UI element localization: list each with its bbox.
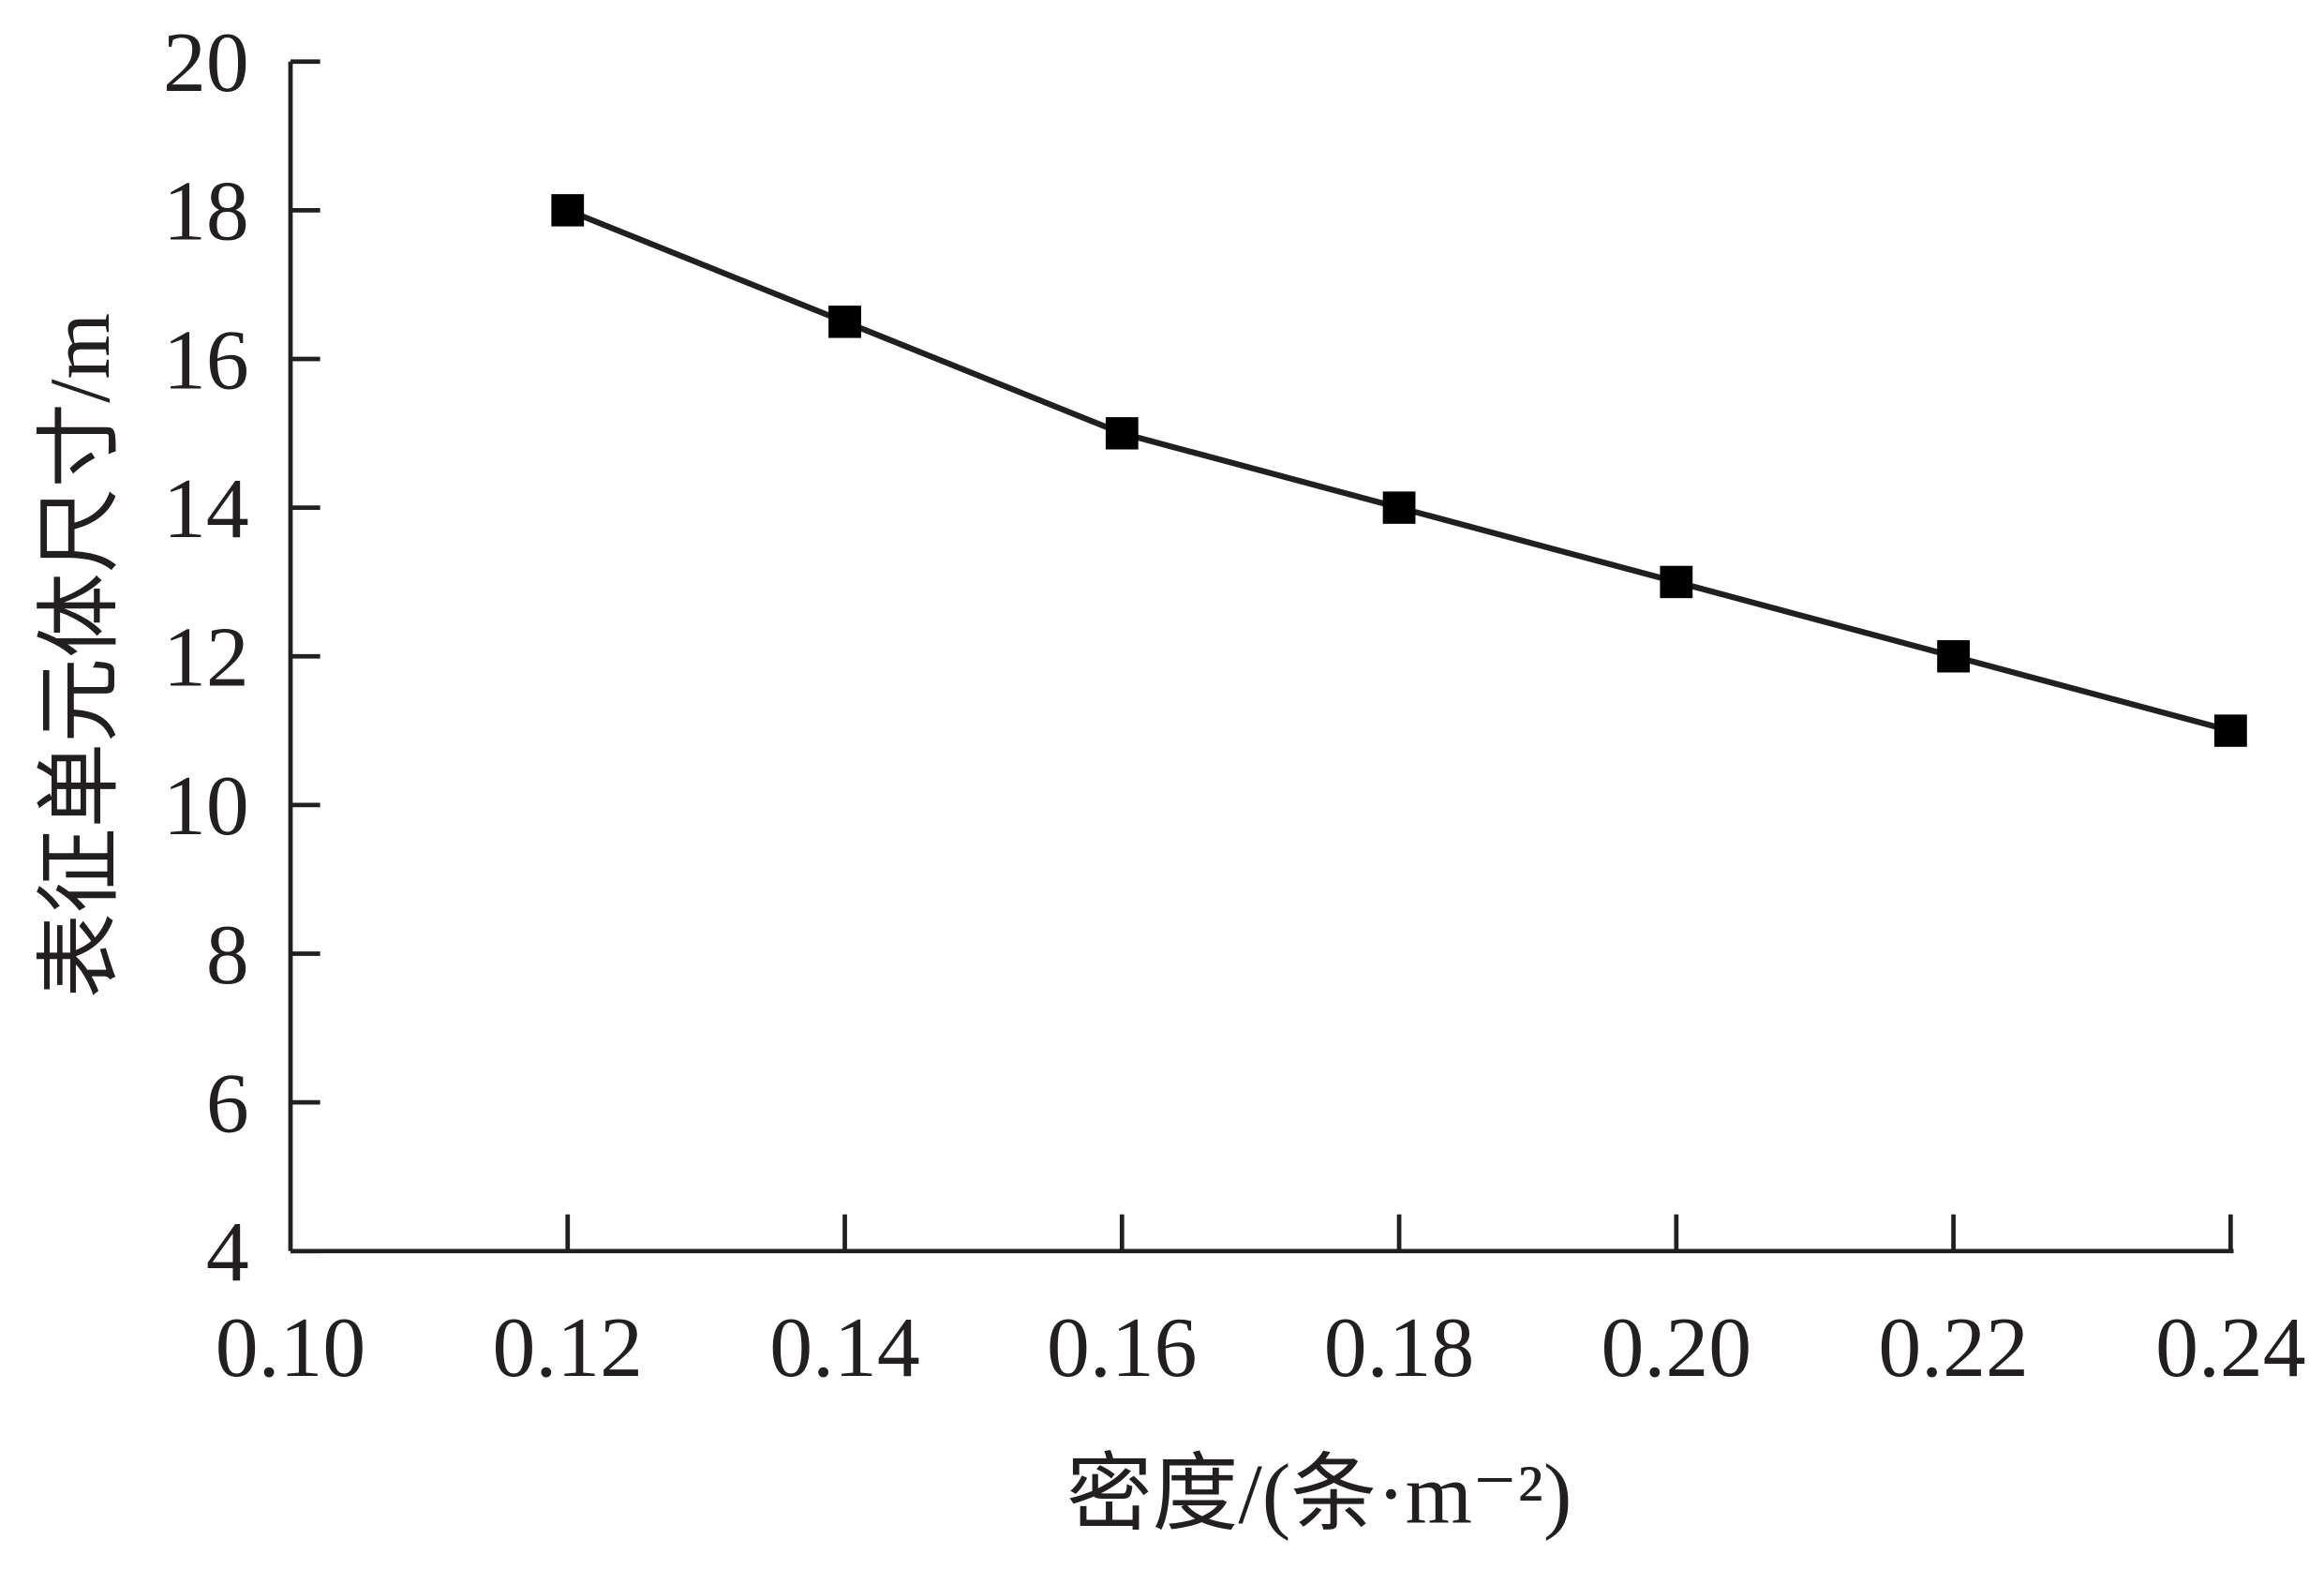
data-point [1937, 640, 1970, 673]
x-tick-label: 0.14 [769, 1300, 920, 1394]
x-tick-label: 0.10 [216, 1300, 366, 1394]
y-tick-label: 12 [163, 610, 249, 704]
data-point [1105, 417, 1139, 450]
y-tick-label: 16 [163, 313, 249, 407]
y-tick-label: 10 [163, 759, 249, 853]
y-tick-label: 14 [163, 461, 249, 555]
y-axis-title: 表征单元体尺寸/m [33, 313, 128, 998]
y-tick-label: 18 [163, 164, 249, 258]
x-tick-label: 0.12 [493, 1300, 644, 1394]
y-tick-label: 20 [163, 15, 249, 109]
x-axis-title: 密度/(条·m⁻²) [1066, 1447, 1572, 1541]
y-tick-label: 4 [206, 1205, 249, 1299]
data-point [1382, 491, 1416, 524]
x-tick-label: 0.22 [1878, 1300, 2029, 1394]
x-tick-label: 0.20 [1601, 1300, 1752, 1394]
x-tick-label: 0.16 [1047, 1300, 1198, 1394]
y-tick-label: 8 [206, 907, 249, 1001]
data-point [551, 194, 585, 227]
data-line [566, 207, 2232, 734]
data-point [1660, 565, 1693, 599]
data-point [828, 306, 861, 338]
x-tick-label: 0.18 [1324, 1300, 1475, 1394]
x-tick-label: 0.24 [2155, 1300, 2306, 1394]
y-tick-label: 6 [206, 1056, 249, 1150]
data-point [2213, 714, 2247, 747]
